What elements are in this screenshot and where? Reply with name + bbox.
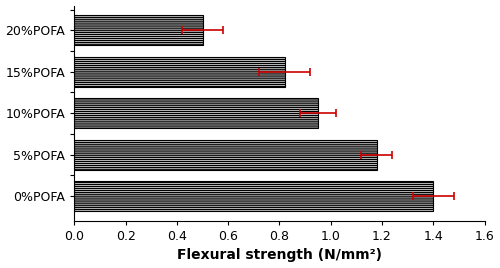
Bar (74, 15, 202, 45)
Bar (74, 98, 318, 128)
Bar (74, 181, 434, 211)
X-axis label: Flexural strength (N/mm²): Flexural strength (N/mm²) (177, 248, 382, 262)
Bar (74, 140, 377, 170)
Bar (74, 57, 284, 87)
